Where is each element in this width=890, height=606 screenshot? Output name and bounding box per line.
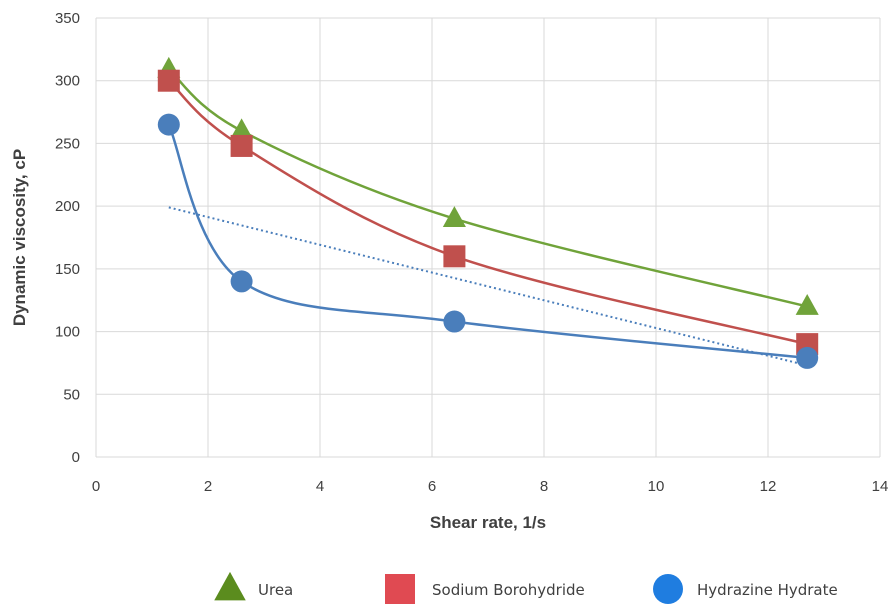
- legend: Urea Sodium Borohydride Hydrazine Hydrate: [214, 571, 838, 604]
- sodium-borohydride-point: [230, 134, 253, 157]
- urea-point: [795, 293, 819, 315]
- sodium-borohydride-point: [443, 245, 466, 268]
- sodium-borohydride-line: [167, 79, 808, 346]
- x-tick-label: 4: [316, 478, 324, 495]
- triangle-legend-icon: [214, 571, 246, 601]
- hydrazine-hydrate-point: [230, 270, 253, 293]
- y-tick-label: 150: [55, 261, 80, 278]
- tick-labels: 0 2 4 6 8 10 12 14 0 50 100 150 200 250 300 350: [55, 10, 888, 495]
- y-tick-label: 200: [55, 198, 80, 215]
- circle-legend-icon: [653, 574, 683, 604]
- hydrazine-hydrate-line: [167, 124, 808, 360]
- x-tick-label: 14: [872, 478, 889, 495]
- y-axis-title: Dynamic viscosity, cP: [10, 149, 29, 326]
- legend-item-hydrazine-hydrate: Hydrazine Hydrate: [653, 574, 838, 604]
- y-tick-label: 0: [72, 449, 80, 466]
- trendline-layer: [168, 206, 808, 367]
- x-tick-label: 8: [540, 478, 548, 495]
- series-lines: [167, 68, 808, 360]
- y-tick-label: 250: [55, 135, 80, 152]
- series-markers: [157, 56, 819, 369]
- y-tick-label: 300: [55, 73, 80, 90]
- y-tick-label: 100: [55, 324, 80, 341]
- hydrazine-hydrate-point: [157, 113, 180, 136]
- urea-point: [230, 118, 254, 140]
- x-tick-label: 12: [760, 478, 777, 495]
- y-tick-label: 50: [63, 386, 80, 403]
- legend-label: Hydrazine Hydrate: [697, 581, 838, 599]
- legend-item-sodium-borohydride: Sodium Borohydride: [385, 574, 585, 604]
- grid: [95, 17, 881, 458]
- x-axis-title: Shear rate, 1/s: [430, 513, 546, 532]
- x-tick-label: 6: [428, 478, 436, 495]
- x-tick-label: 10: [648, 478, 665, 495]
- x-tick-label: 0: [92, 478, 100, 495]
- legend-label: Sodium Borohydride: [432, 581, 585, 599]
- legend-label: Urea: [258, 581, 293, 599]
- square-legend-icon: [385, 574, 415, 604]
- sodium-borohydride-point: [157, 69, 180, 92]
- legend-item-urea: Urea: [214, 571, 293, 601]
- hydrazine-hydrate-point: [443, 310, 466, 333]
- y-tick-label: 350: [55, 10, 80, 27]
- x-tick-label: 2: [204, 478, 212, 495]
- trendline: [168, 206, 808, 367]
- urea-point: [442, 206, 466, 228]
- urea-line: [167, 68, 808, 308]
- hydrazine-hydrate-point: [796, 346, 819, 369]
